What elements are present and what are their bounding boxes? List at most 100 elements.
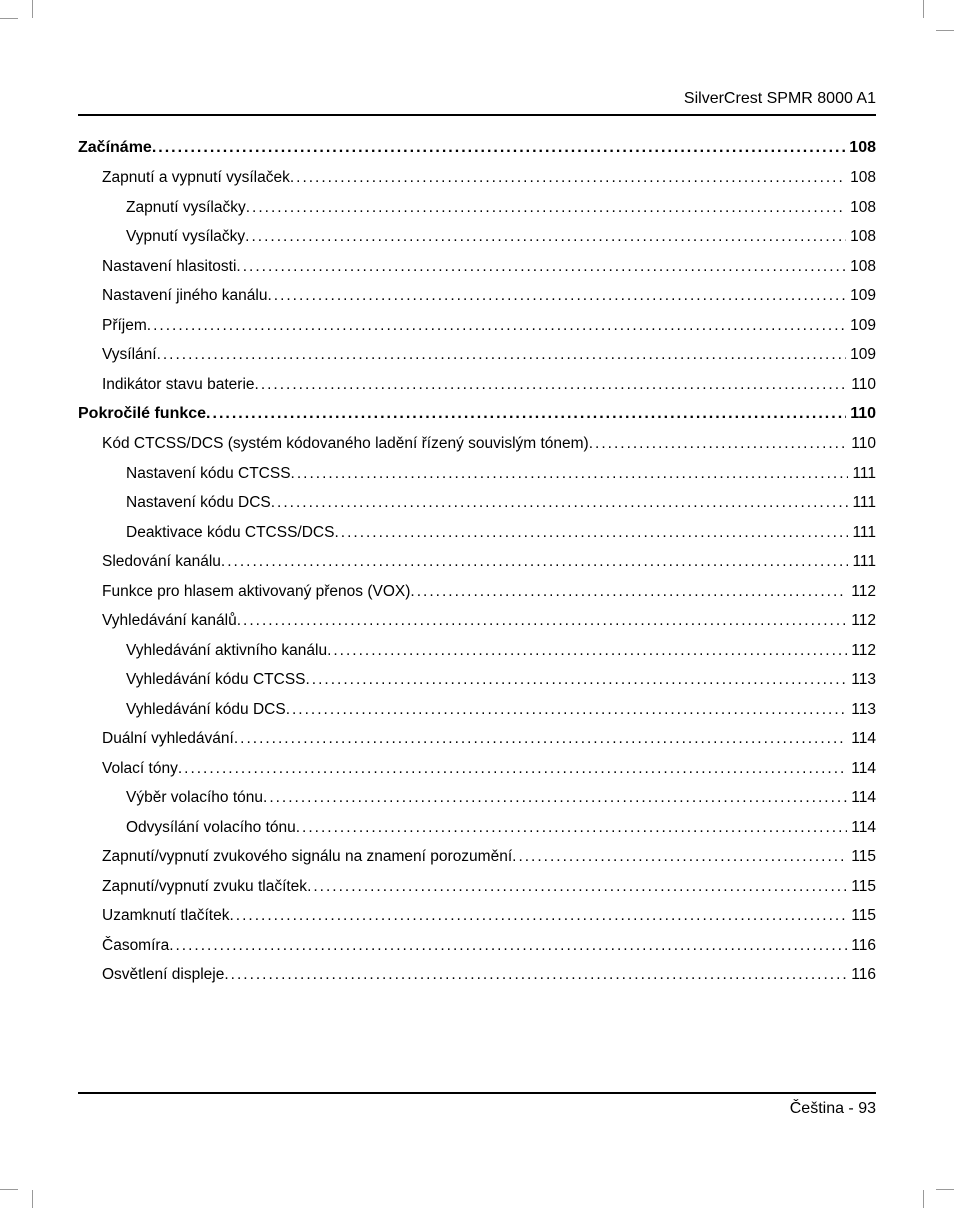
toc-entry-page: 110 <box>847 377 876 393</box>
toc-entry: Nastavení jiného kanálu ................… <box>78 288 876 304</box>
toc-entry: Uzamknutí tlačítek .....................… <box>78 908 876 924</box>
toc-entry: Vypnutí vysílačky ......................… <box>78 229 876 245</box>
toc-entry-page: 108 <box>846 229 876 245</box>
toc-entry-leader: ........................................… <box>290 170 846 186</box>
toc-entry-label: Vyhledávání kódu DCS <box>126 702 286 718</box>
crop-mark <box>923 1190 924 1208</box>
toc-entry: Vyhledávání aktivního kanálu............… <box>78 643 876 659</box>
toc-entry: Volací tóny ............................… <box>78 761 876 777</box>
toc-entry-label: Funkce pro hlasem aktivovaný přenos (VOX… <box>102 584 410 600</box>
toc-entry: Sledování kanálu .......................… <box>78 554 876 570</box>
toc-entry-label: Nastavení kódu CTCSS <box>126 466 291 482</box>
toc-entry-label: Zapnutí/vypnutí zvuku tlačítek <box>102 879 307 895</box>
toc-entry: Vyhledávání kódu CTCSS..................… <box>78 672 876 688</box>
toc-entry: Vysílání ...............................… <box>78 347 876 363</box>
toc-entry-page: 115 <box>847 908 876 924</box>
toc-entry-page: 114 <box>847 790 876 806</box>
page: SilverCrest SPMR 8000 A1 Začínáme ......… <box>0 0 954 1208</box>
toc-entry-page: 116 <box>847 938 876 954</box>
toc-entry: Výběr volacího tónu ....................… <box>78 790 876 806</box>
toc-entry-label: Deaktivace kódu CTCSS/DCS <box>126 525 334 541</box>
crop-mark <box>936 1189 954 1190</box>
toc-entry-page: 112 <box>847 613 876 629</box>
toc-entry-label: Nastavení kódu DCS <box>126 495 271 511</box>
toc-entry-leader: ........................................… <box>296 820 848 836</box>
toc-entry: Nastavení hlasitosti ...................… <box>78 259 876 275</box>
toc-entry-label: Výběr volacího tónu <box>126 790 263 806</box>
table-of-contents: Začínáme ...............................… <box>78 140 876 983</box>
toc-entry-label: Zapnutí/vypnutí zvukového signálu na zna… <box>102 849 512 865</box>
toc-entry-label: Kód CTCSS/DCS (systém kódovaného ladění … <box>102 436 589 452</box>
toc-entry: Pokročilé funkce........................… <box>78 406 876 422</box>
toc-entry-page: 115 <box>847 879 876 895</box>
crop-mark <box>0 18 18 19</box>
toc-entry-leader: ........................................… <box>512 849 847 865</box>
toc-entry-page: 114 <box>847 731 876 747</box>
toc-entry-page: 109 <box>846 318 876 334</box>
toc-entry-page: 111 <box>848 495 876 511</box>
toc-entry: Duální vyhledávání......................… <box>78 731 876 747</box>
toc-entry: Vyhledávání kanálů......................… <box>78 613 876 629</box>
toc-entry: Zapnutí/vypnutí zvuku tlačítek .........… <box>78 879 876 895</box>
toc-entry-page: 108 <box>846 200 876 216</box>
crop-mark <box>32 1190 33 1208</box>
toc-entry-leader: ........................................… <box>327 643 847 659</box>
toc-entry-leader: ........................................… <box>271 495 849 511</box>
toc-entry-page: 109 <box>846 347 876 363</box>
toc-entry: Vyhledávání kódu DCS....................… <box>78 702 876 718</box>
toc-entry-leader: ........................................… <box>291 466 849 482</box>
toc-entry-page: 113 <box>847 672 876 688</box>
toc-entry-label: Vyhledávání kódu CTCSS <box>126 672 306 688</box>
toc-entry-page: 116 <box>847 967 876 983</box>
toc-entry: Osvětlení displeje .....................… <box>78 967 876 983</box>
toc-entry-label: Vypnutí vysílačky <box>126 229 245 245</box>
crop-mark <box>32 0 33 18</box>
footer-language: Čeština <box>790 1100 844 1117</box>
toc-entry-page: 113 <box>847 702 876 718</box>
footer: Čeština - 93 <box>78 1092 876 1118</box>
toc-entry-label: Časomíra <box>102 938 169 954</box>
toc-entry-page: 111 <box>848 554 876 570</box>
toc-entry-leader: ........................................… <box>307 879 847 895</box>
toc-entry-leader: ........................................… <box>237 613 848 629</box>
toc-entry: Zapnutí vysílačky ......................… <box>78 200 876 216</box>
toc-entry-leader: ........................................… <box>206 406 846 422</box>
toc-entry: Deaktivace kódu CTCSS/DCS ..............… <box>78 525 876 541</box>
toc-entry: Příjem .................................… <box>78 318 876 334</box>
toc-entry-leader: ........................................… <box>410 584 847 600</box>
toc-entry-label: Vyhledávání aktivního kanálu <box>126 643 327 659</box>
toc-entry-label: Zapnutí vysílačky <box>126 200 246 216</box>
toc-entry-label: Zapnutí a vypnutí vysílaček <box>102 170 290 186</box>
toc-entry-leader: ........................................… <box>334 525 848 541</box>
toc-entry: Zapnutí/vypnutí zvukového signálu na zna… <box>78 849 876 865</box>
toc-entry-page: 111 <box>848 466 876 482</box>
toc-entry-label: Nastavení jiného kanálu <box>102 288 267 304</box>
toc-entry: Funkce pro hlasem aktivovaný přenos (VOX… <box>78 584 876 600</box>
toc-entry-label: Osvětlení displeje <box>102 967 224 983</box>
toc-entry-label: Vysílání <box>102 347 157 363</box>
toc-entry: Zapnutí a vypnutí vysílaček ............… <box>78 170 876 186</box>
toc-entry-label: Pokročilé funkce <box>78 406 206 422</box>
toc-entry-label: Odvysílání volacího tónu <box>126 820 296 836</box>
footer-separator: - <box>844 1100 858 1117</box>
toc-entry: Časomíra................................… <box>78 938 876 954</box>
toc-entry-page: 108 <box>846 259 876 275</box>
toc-entry-leader: ........................................… <box>221 554 849 570</box>
toc-entry-page: 108 <box>846 170 876 186</box>
toc-entry-leader: ........................................… <box>246 200 846 216</box>
toc-entry-page: 108 <box>845 140 876 156</box>
toc-entry-leader: ........................................… <box>152 140 845 156</box>
toc-entry: Odvysílání volacího tónu ...............… <box>78 820 876 836</box>
toc-entry: Indikátor stavu baterie ................… <box>78 377 876 393</box>
toc-entry-leader: ........................................… <box>306 672 848 688</box>
toc-entry-label: Sledování kanálu <box>102 554 221 570</box>
crop-mark <box>936 30 954 31</box>
toc-entry-leader: ........................................… <box>245 229 846 245</box>
toc-entry-leader: ........................................… <box>157 347 847 363</box>
toc-entry-label: Uzamknutí tlačítek <box>102 908 230 924</box>
toc-entry-leader: ........................................… <box>147 318 846 334</box>
crop-mark <box>923 0 924 18</box>
toc-entry-label: Nastavení hlasitosti <box>102 259 236 275</box>
toc-entry-label: Volací tóny <box>102 761 178 777</box>
toc-entry-label: Začínáme <box>78 140 152 156</box>
